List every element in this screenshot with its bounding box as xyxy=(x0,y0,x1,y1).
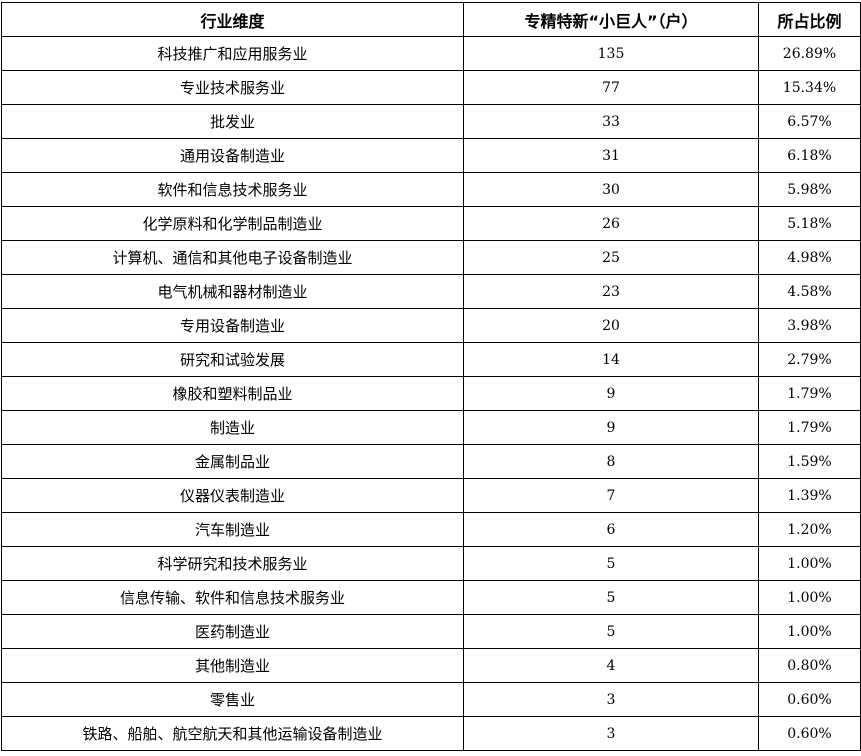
count-cell: 20 xyxy=(463,308,759,343)
table-row: 批发业 33 6.57% xyxy=(1,104,861,139)
table-row: 信息传输、软件和信息技术服务业 5 1.00% xyxy=(1,580,861,615)
ratio-cell: 6.18% xyxy=(758,138,861,173)
count-cell: 7 xyxy=(463,478,759,513)
ratio-cell: 1.79% xyxy=(758,410,861,445)
ratio-cell: 0.60% xyxy=(758,682,861,717)
ratio-cell: 26.89% xyxy=(758,36,861,71)
industry-cell: 化学原料和化学制品制造业 xyxy=(1,206,464,241)
industry-cell: 橡胶和塑料制品业 xyxy=(1,376,464,411)
table-row: 通用设备制造业 31 6.18% xyxy=(1,138,861,173)
ratio-cell: 1.39% xyxy=(758,478,861,513)
table-row: 仪器仪表制造业 7 1.39% xyxy=(1,478,861,513)
ratio-cell: 1.20% xyxy=(758,512,861,547)
count-cell: 3 xyxy=(463,716,759,751)
table-row: 研究和试验发展 14 2.79% xyxy=(1,342,861,377)
count-cell: 23 xyxy=(463,274,759,309)
header-industry: 行业维度 xyxy=(1,2,464,37)
industry-cell: 零售业 xyxy=(1,682,464,717)
count-cell: 5 xyxy=(463,580,759,615)
header-row: 行业维度 专精特新“小巨人”（户） 所占比例 xyxy=(1,2,861,37)
ratio-cell: 15.34% xyxy=(758,70,861,105)
industry-cell: 科技推广和应用服务业 xyxy=(1,36,464,71)
industry-cell: 医药制造业 xyxy=(1,614,464,649)
count-cell: 135 xyxy=(463,36,759,71)
count-cell: 3 xyxy=(463,682,759,717)
count-cell: 9 xyxy=(463,376,759,411)
industry-cell: 信息传输、软件和信息技术服务业 xyxy=(1,580,464,615)
table-row: 软件和信息技术服务业 30 5.98% xyxy=(1,172,861,207)
industry-cell: 计算机、通信和其他电子设备制造业 xyxy=(1,240,464,275)
table-row: 铁路、船舶、航空航天和其他运输设备制造业 3 0.60% xyxy=(1,716,861,751)
industry-cell: 专用设备制造业 xyxy=(1,308,464,343)
industry-cell: 金属制品业 xyxy=(1,444,464,479)
ratio-cell: 4.98% xyxy=(758,240,861,275)
count-cell: 9 xyxy=(463,410,759,445)
industry-cell: 仪器仪表制造业 xyxy=(1,478,464,513)
ratio-cell: 0.80% xyxy=(758,648,861,683)
table-row: 计算机、通信和其他电子设备制造业 25 4.98% xyxy=(1,240,861,275)
ratio-cell: 1.00% xyxy=(758,614,861,649)
industry-cell: 批发业 xyxy=(1,104,464,139)
ratio-cell: 5.98% xyxy=(758,172,861,207)
count-cell: 25 xyxy=(463,240,759,275)
count-cell: 5 xyxy=(463,546,759,581)
table-row: 其他制造业 4 0.80% xyxy=(1,648,861,683)
industry-cell: 专业技术服务业 xyxy=(1,70,464,105)
count-cell: 5 xyxy=(463,614,759,649)
table-row: 科技推广和应用服务业 135 26.89% xyxy=(1,36,861,71)
count-cell: 4 xyxy=(463,648,759,683)
industry-cell: 汽车制造业 xyxy=(1,512,464,547)
ratio-cell: 4.58% xyxy=(758,274,861,309)
table-row: 科学研究和技术服务业 5 1.00% xyxy=(1,546,861,581)
count-cell: 14 xyxy=(463,342,759,377)
table-row: 专用设备制造业 20 3.98% xyxy=(1,308,861,343)
ratio-cell: 1.59% xyxy=(758,444,861,479)
count-cell: 26 xyxy=(463,206,759,241)
table-row: 橡胶和塑料制品业 9 1.79% xyxy=(1,376,861,411)
table-row: 医药制造业 5 1.00% xyxy=(1,614,861,649)
ratio-cell: 0.60% xyxy=(758,716,861,751)
count-cell: 8 xyxy=(463,444,759,479)
industry-cell: 研究和试验发展 xyxy=(1,342,464,377)
ratio-cell: 3.98% xyxy=(758,308,861,343)
industry-cell: 制造业 xyxy=(1,410,464,445)
ratio-cell: 6.57% xyxy=(758,104,861,139)
table-row: 电气机械和器材制造业 23 4.58% xyxy=(1,274,861,309)
count-cell: 77 xyxy=(463,70,759,105)
industry-cell: 其他制造业 xyxy=(1,648,464,683)
table-row: 零售业 3 0.60% xyxy=(1,682,861,717)
ratio-cell: 1.79% xyxy=(758,376,861,411)
count-cell: 31 xyxy=(463,138,759,173)
ratio-cell: 5.18% xyxy=(758,206,861,241)
table-row: 制造业 9 1.79% xyxy=(1,410,861,445)
header-count: 专精特新“小巨人”（户） xyxy=(463,2,759,37)
industry-cell: 铁路、船舶、航空航天和其他运输设备制造业 xyxy=(1,716,464,751)
count-cell: 33 xyxy=(463,104,759,139)
table-row: 专业技术服务业 77 15.34% xyxy=(1,70,861,105)
ratio-cell: 1.00% xyxy=(758,580,861,615)
table-row: 化学原料和化学制品制造业 26 5.18% xyxy=(1,206,861,241)
table-row: 金属制品业 8 1.59% xyxy=(1,444,861,479)
industry-cell: 软件和信息技术服务业 xyxy=(1,172,464,207)
industry-cell: 电气机械和器材制造业 xyxy=(1,274,464,309)
industry-cell: 科学研究和技术服务业 xyxy=(1,546,464,581)
ratio-cell: 1.00% xyxy=(758,546,861,581)
header-ratio: 所占比例 xyxy=(758,2,861,37)
table-row: 汽车制造业 6 1.20% xyxy=(1,512,861,547)
ratio-cell: 2.79% xyxy=(758,342,861,377)
count-cell: 6 xyxy=(463,512,759,547)
count-cell: 30 xyxy=(463,172,759,207)
industry-cell: 通用设备制造业 xyxy=(1,138,464,173)
